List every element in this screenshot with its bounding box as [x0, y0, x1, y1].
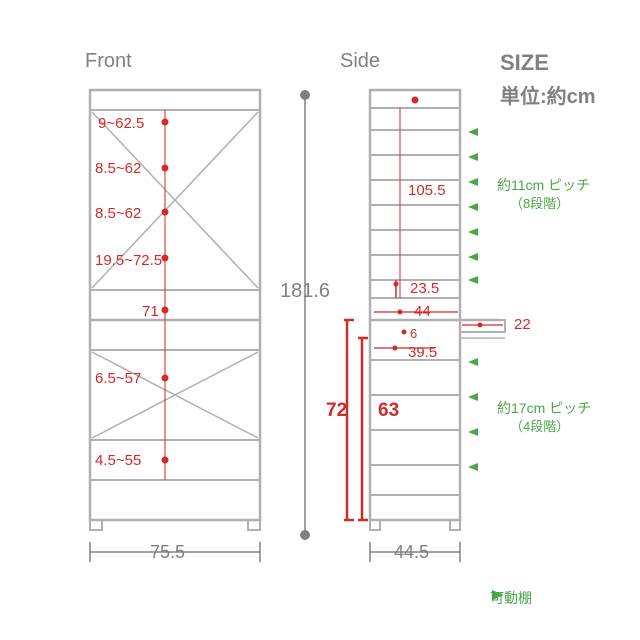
note-pitch17: 約17cm ピッチ [497, 398, 591, 418]
side-44: 44 [414, 303, 431, 320]
side-6: 6 [410, 326, 417, 341]
front-range-5: 6.5~57 [95, 370, 141, 387]
label-side: Side [340, 50, 380, 73]
label-front: Front [85, 50, 132, 73]
note-pitch11-sub: （8段階） [510, 193, 569, 212]
total-height: 181.6 [280, 280, 330, 303]
note-pitch11: 約11cm ピッチ [497, 175, 590, 195]
center-height-line [290, 90, 330, 560]
front-range-1: 9~62.5 [98, 115, 144, 132]
front-range-6: 4.5~55 [95, 452, 141, 469]
side-width: 44.5 [394, 542, 429, 563]
note-pitch17-sub: （4段階） [510, 416, 569, 435]
side-23: 23.5 [410, 280, 439, 297]
side-63: 63 [378, 400, 399, 422]
side-22: 22 [514, 316, 531, 333]
front-range-4: 19.5~72.5 [95, 252, 162, 269]
front-range-3: 8.5~62 [95, 205, 141, 222]
front-view [70, 80, 290, 600]
front-range-2: 8.5~62 [95, 160, 141, 177]
adjustable-legend: 可動棚 [490, 588, 532, 608]
side-upper-h: 105.5 [408, 182, 446, 199]
side-39: 39.5 [408, 344, 437, 361]
side-view [340, 80, 640, 610]
front-width: 75.5 [150, 542, 185, 563]
size-label: SIZE [500, 50, 549, 76]
side-72: 72 [326, 400, 347, 422]
front-mid-width: 71 [142, 303, 159, 320]
